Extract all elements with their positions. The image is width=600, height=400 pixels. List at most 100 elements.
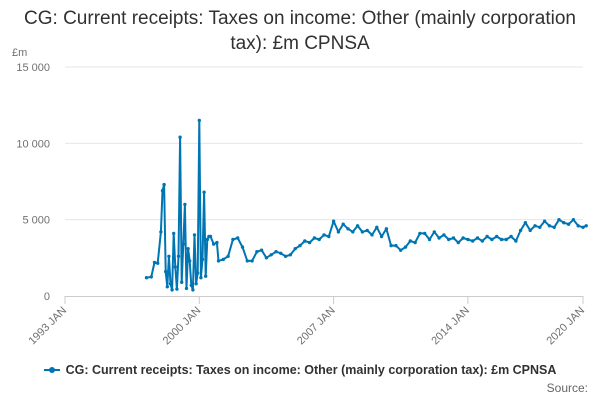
data-point [172,231,176,236]
data-point [576,224,580,228]
data-point [205,237,209,242]
data-point [250,259,254,263]
data-point [379,234,384,239]
data-point [164,269,168,274]
data-point [322,233,326,237]
data-point [408,239,412,243]
data-point [288,253,293,257]
data-point [518,228,523,233]
data-point [226,254,230,258]
data-point [208,234,213,239]
data-point [144,276,149,280]
data-point [216,259,221,263]
data-point [186,247,190,251]
data-point [176,254,181,258]
data-point [199,276,203,280]
data-point [159,230,163,234]
data-point [456,240,460,245]
data-point [432,230,436,234]
data-point [423,231,427,236]
data-point [202,190,206,194]
data-point [485,234,489,239]
legend-line-marker-icon [43,365,60,375]
data-point [165,285,169,289]
data-point [204,274,208,278]
data-point [327,234,331,239]
data-point [504,237,508,242]
data-point [264,256,269,260]
data-point [562,221,566,225]
data-point [317,237,321,242]
data-point [490,237,494,242]
data-point [413,240,417,245]
data-point [303,239,307,243]
data-point [547,224,552,228]
grid-lines [65,66,583,221]
data-series [144,118,588,292]
data-point [351,230,355,234]
legend[interactable]: CG: Current receipts: Taxes on income: O… [4,363,596,377]
data-point [480,239,484,243]
data-point [389,243,393,248]
data-point [399,248,403,252]
data-point [259,248,264,252]
chart-title: CG: Current receipts: Taxes on income: O… [24,8,576,54]
x-tick-label: 2007 JAN [295,305,338,348]
data-point [168,282,173,286]
data-point [336,230,341,234]
data-point [231,237,235,242]
series-line [146,119,587,291]
data-point [528,228,532,233]
data-point [307,240,312,245]
data-point [375,225,379,229]
data-point [200,257,205,262]
y-tick-label: 10 000 [16,138,50,150]
data-point [557,218,561,222]
data-point [523,221,528,225]
data-point [571,218,576,222]
data-point [245,259,249,263]
data-point [183,202,187,207]
data-point [418,231,422,236]
data-point [274,250,278,254]
data-point [538,225,542,229]
data-point [447,237,451,242]
data-point [279,251,283,255]
y-tick-label: 5 000 [22,215,50,227]
data-point [269,253,273,257]
y-tick-label: 0 [44,291,50,303]
data-point [514,239,518,243]
x-tick-label: 2020 JAN [544,305,587,348]
y-unit-label: £m [12,47,27,59]
data-point [584,224,588,228]
data-point [509,234,513,239]
data-point [461,236,465,240]
data-point [181,242,185,246]
data-point [298,243,302,248]
data-point [189,283,193,287]
data-point [552,225,556,229]
x-tick-label: 1993 JAN [26,305,69,348]
data-point [215,240,219,245]
legend-label: CG: Current receipts: Taxes on income: O… [65,363,557,377]
data-point [175,287,179,291]
data-point [533,224,537,228]
data-point [341,222,345,226]
data-point [365,228,369,233]
data-point [581,225,585,229]
data-point [192,233,197,237]
data-point [240,245,245,249]
data-point [355,224,360,228]
data-point [427,237,432,242]
data-point [370,233,374,237]
source-label: Source: [546,381,588,395]
data-point [156,261,160,265]
axes: £m 0 5 000 10 000 15 000 1993 JAN 2000 JAN 2007… [12,47,587,347]
data-point [542,219,547,223]
data-point [466,237,470,242]
data-point [566,222,571,226]
x-tick-label: 2000 JAN [161,305,204,348]
data-point [346,227,350,231]
data-point [499,237,504,242]
data-point [184,286,189,291]
